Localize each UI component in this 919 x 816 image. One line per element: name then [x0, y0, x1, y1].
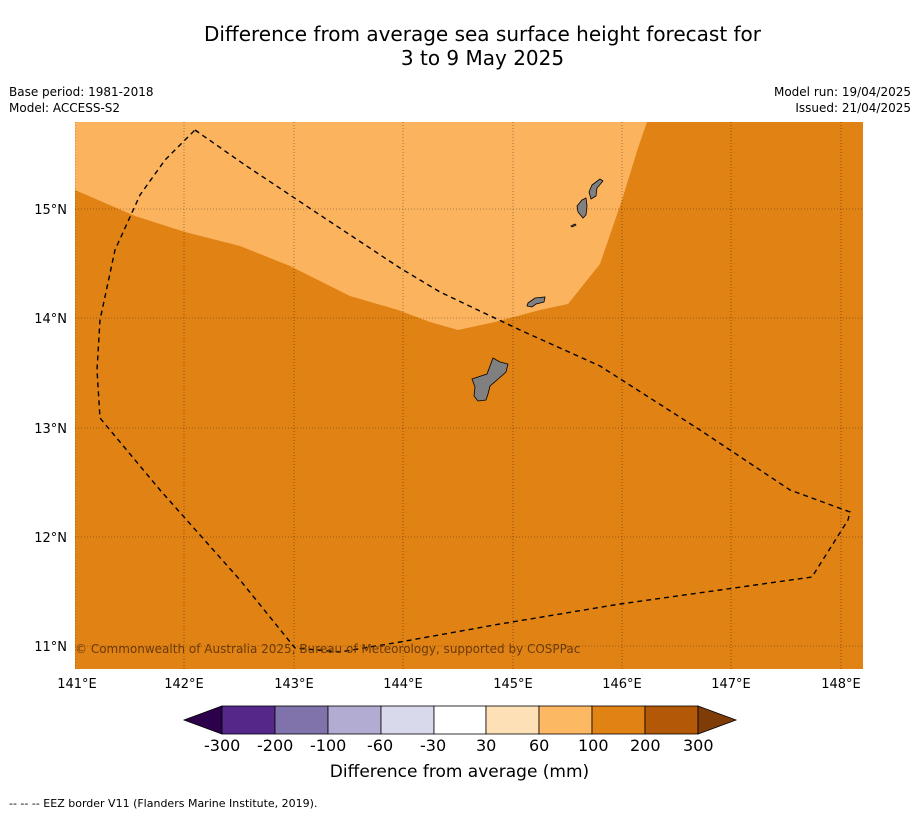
colorbar-segment: [485, 705, 540, 735]
island-tinian: [576, 197, 588, 219]
colorbar-segment: [591, 705, 646, 735]
lon-label: 144°E: [383, 677, 423, 692]
colorbar-segment: [221, 705, 276, 735]
colorbar-high-extend: [697, 705, 738, 735]
lat-label: 11°N: [34, 640, 67, 655]
lon-label: 141°E: [57, 677, 97, 692]
island-rota: [526, 296, 546, 308]
title-line-2: 3 to 9 May 2025: [400, 46, 565, 70]
colorbar-tick: 300: [683, 736, 714, 755]
issued-date: Issued: 21/04/2025: [795, 101, 911, 115]
colorbar-tick: 30: [476, 736, 497, 755]
copyright-text: © Commonwealth of Australia 2025, Bureau…: [75, 642, 580, 656]
lat-label: 12°N: [34, 531, 67, 546]
lon-label: 145°E: [493, 677, 533, 692]
colorbar-segment: [327, 705, 382, 735]
island-aguijan: [570, 223, 577, 228]
lat-label: 14°N: [34, 312, 67, 327]
colorbar-tick: -100: [310, 736, 347, 755]
island-guam: [471, 357, 509, 402]
colorbar-segment: [380, 705, 435, 735]
colorbar-tick: -30: [420, 736, 447, 755]
lon-label: 148°E: [821, 677, 861, 692]
lon-label: 143°E: [274, 677, 314, 692]
eez-border: [96, 129, 851, 653]
colorbar-low-extend: [182, 705, 223, 735]
island-saipan: [588, 178, 604, 200]
colorbar-tick: -200: [257, 736, 294, 755]
model-run: Model run: 19/04/2025: [773, 85, 911, 99]
ocean-60-100-region: [75, 122, 647, 330]
colorbar-segment: [644, 705, 699, 735]
lon-label: 142°E: [164, 677, 204, 692]
meta-left: Base period: 1981-2018 Model: ACCESS-S2: [9, 84, 154, 116]
colorbar-tick: 60: [529, 736, 550, 755]
title-line-1: Difference from average sea surface heig…: [203, 22, 762, 46]
model-name: Model: ACCESS-S2: [9, 101, 121, 115]
colorbar-tick: 100: [578, 736, 609, 755]
lon-label: 147°E: [711, 677, 751, 692]
colorbar-tick: 200: [630, 736, 661, 755]
lat-label: 13°N: [34, 422, 67, 437]
map-title: Difference from average sea surface heig…: [0, 22, 919, 70]
colorbar-segment: [433, 705, 487, 735]
meta-right: Model run: 19/04/2025 Issued: 21/04/2025: [774, 84, 911, 116]
base-period: Base period: 1981-2018: [9, 85, 154, 99]
colorbar-segment: [274, 705, 329, 735]
colorbar: [182, 705, 738, 735]
colorbar-tick: -300: [204, 736, 241, 755]
colorbar-tick: -60: [367, 736, 394, 755]
lon-label: 146°E: [602, 677, 642, 692]
eez-legend-note: -- -- -- EEZ border V11 (Flanders Marine…: [9, 797, 318, 810]
lat-label: 15°N: [34, 203, 67, 218]
colorbar-segment: [538, 705, 593, 735]
colorbar-title: Difference from average (mm): [329, 762, 590, 782]
graticule: [75, 122, 863, 669]
